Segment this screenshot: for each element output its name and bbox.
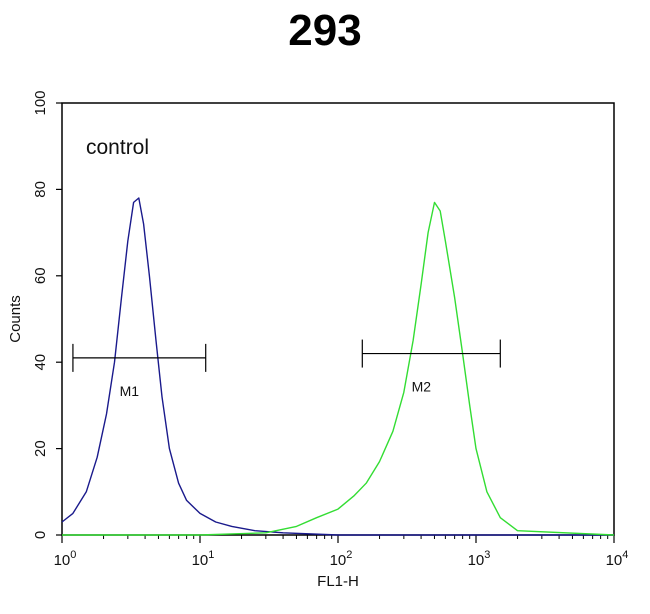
annotation-label: control [86, 136, 149, 159]
x-axis-label: FL1-H [317, 573, 359, 590]
marker-layer: M1 M2 [72, 339, 501, 399]
x-tick-label: 101 [192, 549, 215, 569]
marker-label: M1 [120, 383, 140, 399]
y-tick-label: 60 [32, 267, 49, 284]
series-layer [61, 197, 615, 536]
histogram-series-2 [62, 201, 615, 536]
x-tick-label: 102 [330, 549, 353, 569]
marker-label: M2 [412, 379, 432, 395]
histogram-series-1 [61, 197, 614, 536]
y-tick-label: 80 [32, 181, 49, 198]
x-axis: 100 101 102 103 104 [54, 535, 629, 569]
x-tick-label: 104 [606, 549, 629, 569]
y-axis-label: Counts [7, 295, 24, 343]
y-tick-label: 20 [32, 440, 49, 457]
x-tick-label: 100 [54, 549, 77, 569]
y-tick-label: 100 [32, 90, 49, 115]
chart-title: 293 [288, 6, 362, 55]
y-tick-label: 40 [32, 354, 49, 371]
y-tick-label: 0 [32, 531, 49, 539]
plot-frame [61, 102, 615, 536]
x-tick-label: 103 [468, 549, 491, 569]
y-axis: 0 20 40 60 80 100 [32, 90, 62, 539]
